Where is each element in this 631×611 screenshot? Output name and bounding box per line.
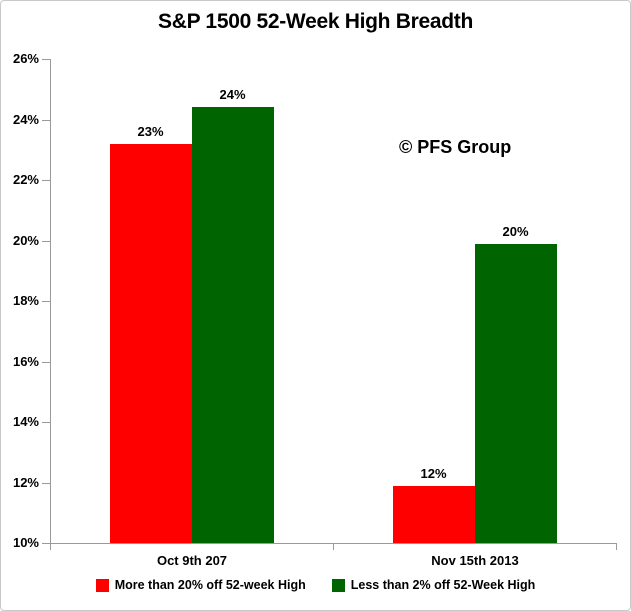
bar-red-category-0: [109, 143, 192, 543]
legend-item-red-series: More than 20% off 52-week High: [95, 578, 306, 592]
x-axis-category-label: Oct 9th 207: [156, 553, 228, 568]
y-axis-tick-label: 12%: [12, 474, 39, 490]
bar-value-label: 24%: [219, 87, 246, 103]
y-axis-tick-label: 10%: [12, 535, 39, 550]
y-axis-tick-mark: [42, 301, 50, 302]
legend-item-green-series: Less than 2% off 52-Week High: [331, 578, 536, 592]
y-axis-tick-mark: [42, 59, 50, 60]
bar-green-category-0: [191, 107, 274, 543]
legend-label: Less than 2% off 52-Week High: [350, 578, 536, 592]
bar-green-category-1: [474, 243, 557, 543]
y-axis-tick-label: 14%: [12, 414, 39, 429]
y-axis-tick-mark: [42, 119, 50, 121]
legend-label: More than 20% off 52-week High: [114, 578, 306, 592]
watermark-text: © PFS Group: [399, 137, 512, 157]
bar-value-label: 23%: [137, 123, 164, 139]
chart-title: S&P 1500 52-Week High Breadth: [158, 10, 473, 33]
y-axis-tick-mark: [42, 422, 50, 423]
legend-swatch-icon: [95, 578, 109, 592]
legend: More than 20% off 52-week High Less than …: [1, 578, 630, 592]
bar-red-category-1: [392, 485, 475, 543]
y-axis-tick-mark: [42, 543, 50, 544]
y-axis-tick-label: 26%: [12, 51, 39, 66]
x-axis-tick-mark: [616, 544, 617, 550]
x-axis-tick-mark: [333, 544, 334, 550]
y-axis-tick-label: 20%: [12, 232, 39, 248]
y-axis-tick-mark: [42, 240, 50, 242]
y-axis-tick-mark: [42, 180, 50, 181]
y-axis-tick-label: 22%: [12, 172, 39, 187]
legend-swatch-icon: [331, 578, 345, 592]
x-axis-tick-mark: [50, 544, 51, 550]
bar-value-label: 12%: [420, 465, 447, 481]
plot-area: [50, 59, 617, 544]
bar-value-label: 20%: [502, 223, 529, 239]
y-axis-tick-label: 16%: [12, 353, 39, 369]
y-axis-tick-label: 24%: [12, 111, 39, 127]
y-axis-tick-mark: [42, 482, 50, 484]
y-axis-tick-label: 18%: [12, 293, 39, 308]
x-axis-category-label: Nov 15th 2013: [431, 553, 519, 568]
y-axis-tick-mark: [42, 361, 50, 363]
